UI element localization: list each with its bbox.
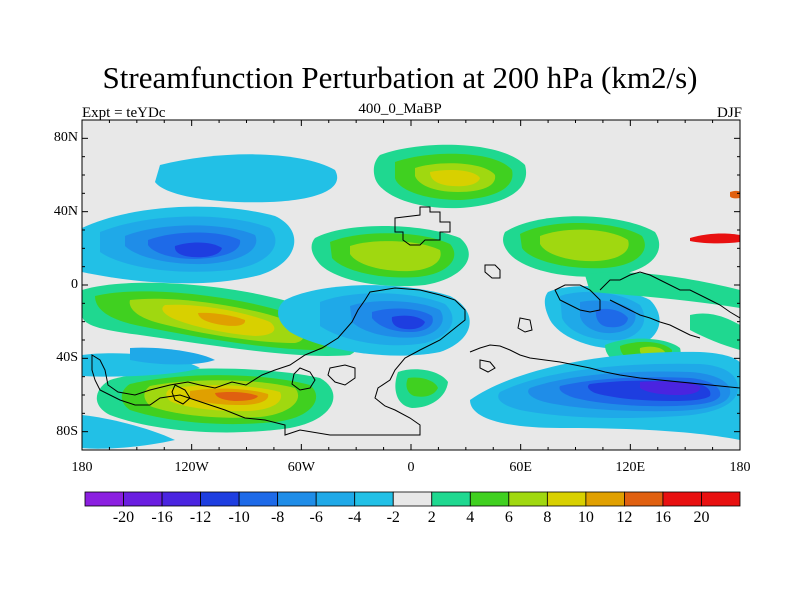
lat-tick-label: 40N: [53, 203, 78, 219]
streamfunction-contours: [82, 144, 740, 449]
positive-anomaly-south-pacific: [82, 282, 358, 356]
colorbar-label: -8: [270, 509, 285, 526]
negative-anomaly-north-pacific: [82, 206, 295, 284]
lon-tick-label: 60E: [509, 460, 532, 475]
colorbar-box: [508, 491, 548, 507]
positive-anomaly-south-atlantic: [395, 369, 448, 408]
colorbar-box: [546, 491, 587, 507]
negative-anomaly-atlantic: [278, 285, 470, 356]
lat-tick-label: 0: [71, 277, 78, 292]
colorbar-box: [469, 491, 510, 507]
colorbar: [84, 491, 741, 507]
colorbar-label: -10: [228, 509, 250, 526]
negative-anomaly-south-band: [82, 347, 215, 449]
colorbar-label: 10: [577, 509, 594, 526]
colorbar-box: [624, 491, 664, 507]
lon-tick-label: 0: [407, 460, 415, 475]
colorbar-label: -16: [151, 509, 173, 526]
colorbar-label: -6: [309, 509, 323, 526]
lon-tick-label: 120E: [615, 460, 646, 475]
colorbar-label: 6: [504, 509, 513, 526]
colorbar-box: [123, 491, 163, 507]
colorbar-box: [277, 491, 317, 507]
coastlines: [91, 206, 740, 436]
negative-anomaly-southern-ocean: [470, 351, 740, 440]
positive-anomaly-equatorial-band: [585, 190, 740, 350]
positive-anomaly-asia: [503, 216, 660, 277]
colorbar-box: [701, 491, 741, 507]
right-string: DJF: [716, 105, 742, 121]
center-string: 400_0_MaBP: [358, 101, 442, 117]
colorbar-box: [392, 491, 433, 507]
colorbar-label: 12: [616, 509, 633, 526]
colorbar-label: 8: [543, 509, 552, 526]
colorbar-label: 4: [466, 509, 475, 526]
lon-tick-label: 180: [71, 460, 93, 475]
colorbar-box: [200, 491, 240, 507]
lon-tick-label: 60W: [287, 460, 315, 475]
colorbar-label: -12: [189, 509, 212, 526]
positive-anomaly-north-atlantic: [311, 226, 469, 287]
colorbar-box: [161, 491, 201, 507]
left-string: Expt = teYDc: [82, 105, 166, 121]
plot-title: Streamfunction Perturbation at 200 hPa (…: [102, 60, 698, 95]
colorbar-label: 20: [693, 509, 710, 526]
colorbar-box: [431, 491, 471, 507]
lat-tick-label: 80S: [56, 423, 78, 439]
colorbar-label: 2: [427, 509, 436, 526]
positive-anomaly-southern-ocean: [96, 368, 334, 433]
colorbar-label: 16: [654, 509, 671, 526]
positive-anomaly-north-eurasia: [373, 144, 527, 209]
lon-tick-label: 120W: [174, 460, 209, 475]
axis-ticks: [81, 120, 741, 450]
colorbar-label: -2: [386, 509, 400, 526]
colorbar-label: -4: [348, 509, 362, 526]
colorbar-box: [585, 491, 625, 507]
negative-anomaly-indian-ocean: [544, 286, 660, 349]
colorbar-box: [315, 491, 356, 507]
lat-tick-label: 40S: [56, 350, 78, 366]
colorbar-box: [662, 491, 702, 507]
colorbar-box: [84, 491, 124, 507]
lon-tick-label: 180: [729, 460, 751, 475]
negative-anomaly-north-band: [155, 154, 338, 203]
colorbar-label: -20: [112, 509, 135, 526]
colorbar-box: [238, 491, 279, 507]
lat-tick-label: 80N: [53, 130, 78, 146]
colorbar-box: [354, 491, 394, 507]
